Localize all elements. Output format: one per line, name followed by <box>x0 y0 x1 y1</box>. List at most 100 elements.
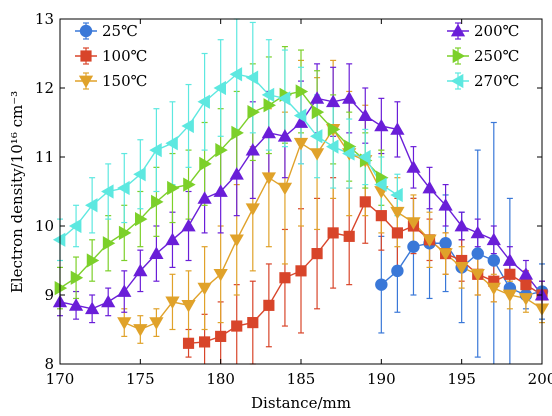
data-point-250c <box>183 177 196 192</box>
data-point-250c <box>375 170 389 185</box>
data-point-250c <box>199 156 212 172</box>
data-point-200c <box>390 122 405 135</box>
legend-label-200c: 200℃ <box>474 22 519 40</box>
data-point-270c <box>133 167 146 182</box>
data-point-100c <box>359 196 371 208</box>
data-point-150c <box>438 248 453 261</box>
y-tick-label: 11 <box>35 148 54 166</box>
data-point-200c <box>85 301 100 315</box>
data-point-200c <box>518 267 534 280</box>
data-point-250c <box>54 280 68 296</box>
data-point-250c <box>231 125 244 140</box>
data-point-250c <box>263 98 276 113</box>
x-tick-label: 195 <box>447 370 476 388</box>
legend-label-100c: 100℃ <box>102 47 147 65</box>
data-point-270c <box>245 70 259 85</box>
data-point-270c <box>326 139 339 154</box>
legend-label-150c: 150℃ <box>102 72 147 90</box>
x-tick-label: 170 <box>46 370 75 388</box>
legend-marker-200c <box>450 23 466 37</box>
data-point-200c <box>342 91 357 104</box>
data-point-200c <box>149 246 164 259</box>
data-point-100c <box>456 254 468 267</box>
data-point-150c <box>422 234 437 247</box>
data-point-270c <box>101 184 114 199</box>
series-line-270c <box>59 73 398 241</box>
y-tick-label: 13 <box>35 10 54 28</box>
data-point-200c <box>374 118 389 132</box>
data-point-100c <box>343 230 355 242</box>
data-point-200c <box>133 263 148 277</box>
data-point-270c <box>261 87 275 103</box>
data-point-200c <box>68 298 84 311</box>
data-point-150c <box>213 268 228 282</box>
data-point-100c <box>279 272 291 284</box>
data-point-150c <box>197 282 212 296</box>
data-point-150c <box>454 262 469 275</box>
legend-marker-270c <box>450 73 464 89</box>
data-point-200c <box>213 184 228 197</box>
axis-ticks: 170 175 180 185 190 195 200 8 9 10 11 12 13 <box>35 10 552 388</box>
data-point-270c <box>149 142 162 158</box>
data-point-270c <box>197 94 210 109</box>
data-point-150c <box>502 289 517 303</box>
data-point-250c <box>215 142 228 158</box>
data-point-200c <box>358 108 373 121</box>
data-point-150c <box>390 206 405 220</box>
y-tick-label: 8 <box>44 355 54 373</box>
data-point-200c <box>438 198 453 211</box>
data-point-100c <box>504 268 516 280</box>
data-point-100c <box>215 330 227 342</box>
legend-marker-100c <box>80 50 92 62</box>
data-point-100c <box>247 317 259 329</box>
data-point-150c <box>165 296 180 310</box>
data-point-200c <box>406 160 421 173</box>
data-point-150c <box>117 317 132 330</box>
data-markers <box>52 67 550 349</box>
data-point-150c <box>149 317 164 330</box>
data-point-100c <box>391 227 403 239</box>
x-tick-label: 180 <box>206 370 235 388</box>
y-axis-title: Electron density/10¹⁶ cm⁻³ <box>8 91 26 293</box>
data-point-200c <box>502 253 517 266</box>
data-point-200c <box>309 91 325 104</box>
data-point-250c <box>151 194 164 209</box>
y-tick-label: 12 <box>35 79 54 97</box>
data-point-25c <box>487 254 500 267</box>
data-point-250c <box>70 270 84 285</box>
data-point-200c <box>326 94 341 108</box>
legend-label-25c: 25℃ <box>102 22 138 40</box>
data-point-250c <box>327 122 341 137</box>
data-point-270c <box>52 232 66 247</box>
data-point-150c <box>293 137 309 151</box>
data-point-200c <box>486 232 501 246</box>
data-point-150c <box>470 268 485 282</box>
data-point-270c <box>374 177 387 192</box>
data-point-200c <box>165 232 180 246</box>
data-point-200c <box>181 218 196 232</box>
legend-item-150c: 150℃ <box>75 72 147 90</box>
data-point-270c <box>390 187 403 203</box>
legend: 25℃ 100℃ 150℃ 200℃ 250℃ 270℃ <box>75 22 519 90</box>
legend-item-270c: 270℃ <box>447 72 519 90</box>
data-point-150c <box>277 182 293 196</box>
data-point-150c <box>245 203 260 216</box>
data-point-150c <box>261 172 276 185</box>
y-tick-label: 10 <box>35 217 54 235</box>
data-point-25c <box>439 237 452 250</box>
data-point-100c <box>182 337 195 349</box>
data-point-200c <box>229 167 244 180</box>
data-point-100c <box>327 227 339 239</box>
data-point-150c <box>181 300 196 313</box>
data-point-200c <box>261 125 276 139</box>
data-point-150c <box>309 148 325 161</box>
data-point-270c <box>229 67 243 82</box>
x-tick-label: 175 <box>126 370 155 388</box>
data-point-200c <box>101 294 116 308</box>
data-point-270c <box>117 180 130 196</box>
data-point-270c <box>68 218 82 234</box>
data-point-25c <box>407 240 420 253</box>
data-point-150c <box>133 324 148 337</box>
data-point-200c <box>470 225 485 239</box>
